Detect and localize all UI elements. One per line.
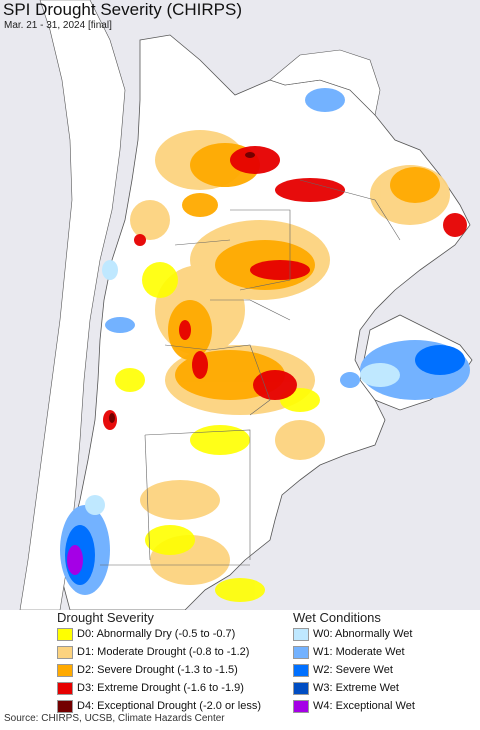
north-region — [269, 49, 381, 116]
legend-item-w0: W0: Abnormally Wet — [293, 626, 412, 642]
legend-label-w4: W4: Exceptional Wet — [313, 700, 415, 712]
legend-label-d1: D1: Moderate Drought (-0.8 to -1.2) — [77, 646, 250, 658]
swatch-w0 — [293, 627, 309, 641]
legend-label-d4: D4: Exceptional Drought (-2.0 or less) — [77, 700, 262, 712]
source-credit: Source: CHIRPS, UCSB, Climate Hazards Ce… — [4, 713, 225, 724]
map-graphic — [19, 0, 473, 610]
legend: Drought Severity Wet Conditions D0: Abno… — [0, 610, 480, 713]
legend-item-d3: D3: Extreme Drought (-1.6 to -1.9) — [57, 680, 244, 696]
swatch-d4 — [57, 699, 73, 713]
swatch-w4 — [293, 699, 309, 713]
drought-legend-heading: Drought Severity — [57, 610, 154, 625]
legend-item-w3: W3: Extreme Wet — [293, 680, 399, 696]
chile-strip — [19, 0, 126, 610]
swatch-d0 — [57, 627, 73, 641]
legend-item-w2: W2: Severe Wet — [293, 662, 393, 678]
drought-map: SPI Drought Severity (CHIRPS) Mar. 21 - … — [0, 0, 480, 610]
swatch-d2 — [57, 663, 73, 677]
d0-patches — [115, 262, 320, 602]
legend-label-w1: W1: Moderate Wet — [313, 646, 405, 658]
legend-label-w2: W2: Severe Wet — [313, 664, 393, 676]
swatch-d1 — [57, 645, 73, 659]
map-subtitle: Mar. 21 - 31, 2024 [final] — [4, 20, 112, 31]
legend-item-w1: W1: Moderate Wet — [293, 644, 405, 660]
wet-legend-heading: Wet Conditions — [293, 610, 381, 625]
legend-item-d0: D0: Abnormally Dry (-0.5 to -0.7) — [57, 626, 235, 642]
swatch-d3 — [57, 681, 73, 695]
map-title: SPI Drought Severity (CHIRPS) — [3, 0, 243, 19]
legend-label-d0: D0: Abnormally Dry (-0.5 to -0.7) — [77, 628, 236, 640]
legend-label-w3: W3: Extreme Wet — [313, 682, 399, 694]
legend-item-d2: D2: Severe Drought (-1.3 to -1.5) — [57, 662, 238, 678]
wet-patches — [60, 88, 470, 595]
d4-patches — [109, 152, 255, 423]
province-borders — [100, 179, 401, 566]
legend-label-d3: D3: Extreme Drought (-1.6 to -1.9) — [77, 682, 244, 694]
legend-label-w0: W0: Abnormally Wet — [313, 628, 413, 640]
d3-patches — [103, 146, 467, 430]
swatch-w3 — [293, 681, 309, 695]
legend-item-d1: D1: Moderate Drought (-0.8 to -1.2) — [57, 644, 249, 660]
swatch-w1 — [293, 645, 309, 659]
legend-label-d2: D2: Severe Drought (-1.3 to -1.5) — [77, 664, 238, 676]
legend-item-w4: W4: Exceptional Wet — [293, 698, 415, 714]
legend-item-d4: D4: Exceptional Drought (-2.0 or less) — [57, 698, 261, 714]
swatch-w2 — [293, 663, 309, 677]
